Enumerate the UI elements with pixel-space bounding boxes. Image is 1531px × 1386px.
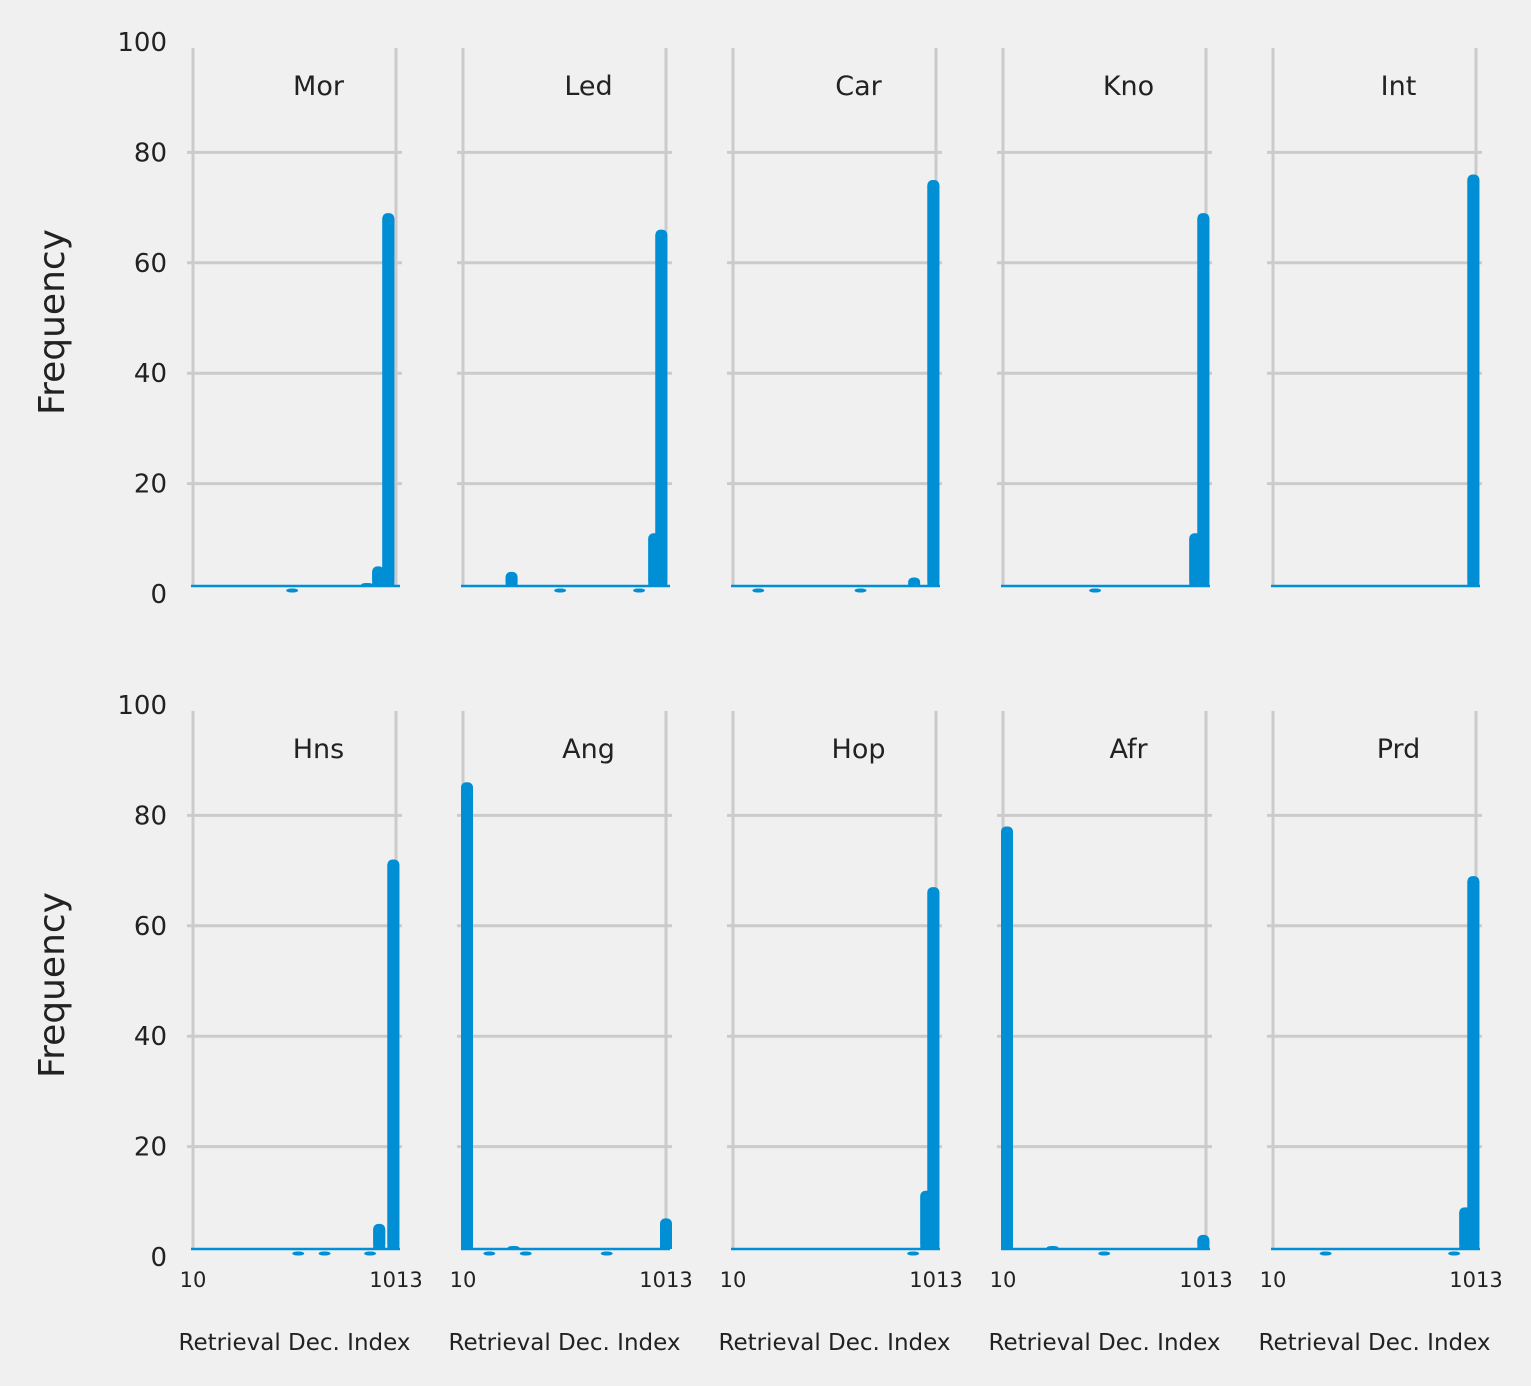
histogram-bar-body	[372, 571, 385, 586]
histogram-bar	[907, 1251, 920, 1256]
histogram-bar-body	[927, 185, 940, 586]
panel-hns: Hns 0 20 40 60 80 100 10 1013 Retrieval Dec. Inde…	[117, 691, 422, 1356]
x-axis-label: Retrieval Dec. Index	[1259, 1330, 1491, 1356]
panel-title: Hns	[293, 734, 344, 765]
panel-afr: Afr 10 1013 Retrieval Dec. Index	[989, 711, 1233, 1356]
y-tick-label: 40	[134, 359, 167, 389]
y-tick-label: 60	[134, 912, 167, 942]
histogram-bar	[600, 1251, 613, 1256]
histogram-bar-body	[505, 576, 518, 586]
panel-led: Led	[457, 48, 672, 593]
panel-prd: Prd 10 1013 Retrieval Dec. Index	[1259, 711, 1503, 1356]
y-tick-label: 20	[134, 470, 167, 500]
histogram-bar	[318, 1251, 331, 1256]
histogram-bar	[554, 588, 567, 593]
histogram-bar-body	[373, 1228, 386, 1249]
x-tick-label: 1013	[1449, 1268, 1502, 1292]
x-tick-label: 10	[450, 1268, 477, 1292]
histogram-bar	[1319, 1251, 1332, 1256]
y-axis-label-bottom: Frequency	[32, 892, 73, 1078]
y-tick-label: 60	[134, 249, 167, 279]
x-tick-label: 10	[1260, 1268, 1287, 1292]
panels-layer: Mor 0 20 40 60 80 100 Led Car Kno Int Hns 0 20 40 60 80 1…	[117, 28, 1502, 1356]
histogram-bar	[286, 588, 299, 593]
y-tick-label: 80	[134, 801, 167, 831]
y-axis-label-top: Frequency	[32, 229, 73, 415]
y-tick-label: 40	[134, 1022, 167, 1052]
histogram-bar-body	[1001, 831, 1013, 1249]
y-tick-label: 0	[150, 580, 167, 610]
histogram-bar-body	[461, 787, 473, 1249]
panel-title: Afr	[1109, 734, 1148, 765]
panel-int: Int	[1267, 48, 1482, 588]
panel-car: Car	[727, 48, 942, 593]
histogram-bar-body	[660, 1223, 672, 1249]
panel-hop: Hop 10 1013 Retrieval Dec. Index	[719, 711, 963, 1356]
histogram-bar-body	[1467, 179, 1480, 587]
histogram-bar	[361, 582, 374, 587]
panel-title: Led	[564, 71, 612, 102]
histogram-bar	[519, 1251, 532, 1256]
histogram-bar	[1448, 1251, 1461, 1256]
panel-title: Car	[835, 71, 882, 102]
panel-title: Prd	[1377, 734, 1421, 765]
y-tick-label: 100	[117, 28, 167, 58]
histogram-bar	[633, 588, 646, 593]
x-tick-label: 10	[720, 1268, 747, 1292]
x-tick-label: 10	[180, 1268, 207, 1292]
histogram-bar	[483, 1251, 496, 1256]
x-axis-label: Retrieval Dec. Index	[719, 1330, 951, 1356]
histogram-bar-body	[382, 218, 395, 586]
x-axis-label: Retrieval Dec. Index	[179, 1330, 411, 1356]
histogram-bar	[752, 588, 765, 593]
x-tick-label: 1013	[909, 1268, 962, 1292]
y-tick-label: 100	[117, 691, 167, 721]
histogram-bar-body	[1197, 218, 1210, 586]
histogram-bar-body	[927, 892, 940, 1249]
x-axis-label: Retrieval Dec. Index	[989, 1330, 1221, 1356]
x-tick-label: 1013	[639, 1268, 692, 1292]
panel-title: Int	[1381, 71, 1417, 102]
panel-title: Ang	[562, 734, 615, 765]
x-tick-label: 1013	[369, 1268, 422, 1292]
histogram-bar-body	[1197, 1239, 1210, 1249]
y-tick-label: 20	[134, 1133, 167, 1163]
x-tick-label: 1013	[1179, 1268, 1232, 1292]
histogram-bar	[1089, 588, 1102, 593]
y-tick-label: 0	[150, 1243, 167, 1273]
panel-title: Kno	[1103, 71, 1154, 102]
panel-mor: Mor 0 20 40 60 80 100	[117, 28, 402, 610]
histogram-bar	[292, 1251, 305, 1256]
y-tick-label: 80	[134, 138, 167, 168]
x-axis-label: Retrieval Dec. Index	[449, 1330, 681, 1356]
histogram-bar-body	[655, 234, 668, 586]
panel-kno: Kno	[997, 48, 1212, 593]
histogram-bar-body	[1467, 881, 1480, 1249]
histogram-bar-body	[908, 582, 921, 586]
histogram-bar	[854, 588, 867, 593]
x-tick-label: 10	[990, 1268, 1017, 1292]
panel-title: Mor	[293, 71, 345, 102]
histogram-bar	[507, 1245, 520, 1250]
histogram-bar-body	[387, 864, 400, 1249]
histogram-bar	[1098, 1251, 1111, 1256]
panel-title: Hop	[832, 734, 886, 765]
panel-ang: Ang 10 1013 Retrieval Dec. Index	[449, 711, 693, 1356]
histogram-bar	[1046, 1245, 1059, 1250]
histogram-bar	[364, 1251, 377, 1256]
